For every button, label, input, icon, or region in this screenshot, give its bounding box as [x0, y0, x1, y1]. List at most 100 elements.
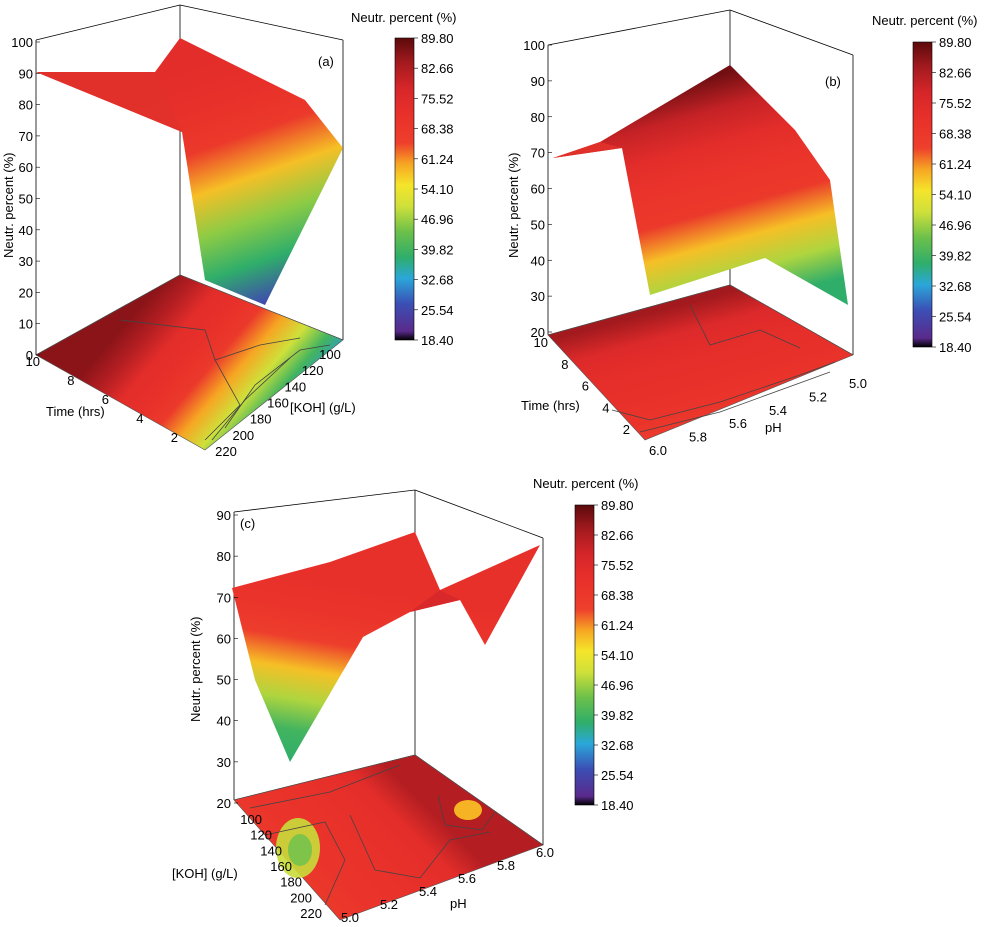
y-tick-label: 6.0 — [536, 845, 554, 860]
colorbar-tick-label: 89.80 — [939, 35, 972, 50]
y-tick-label: 5.4 — [419, 884, 437, 899]
colorbar-tick-label: 39.82 — [601, 708, 634, 723]
panel-c-label: (c) — [240, 516, 255, 531]
colorbar-tick-label: 61.24 — [601, 618, 634, 633]
panel-b-floor-contour — [547, 284, 854, 441]
panel-b-y-label: pH — [765, 420, 782, 435]
panel-a-x-ticks: 10 8 6 4 2 — [26, 354, 178, 445]
panel-a-x-label: Time (hrs) — [46, 404, 105, 419]
colorbar: Neutr. percent (%) 89.80 82.66 75.52 68.38 61… — [872, 13, 978, 355]
panel-c-x-label: [KOH] (g/L) — [172, 866, 238, 881]
colorbar-tick-label: 18.40 — [939, 340, 972, 355]
panel-a-surface-fold — [36, 72, 182, 132]
z-tick-label: 90 — [19, 66, 33, 81]
panel-a-floor-contour — [35, 274, 344, 451]
y-tick-label: 120 — [302, 363, 324, 378]
colorbar-tick-label: 75.52 — [421, 91, 454, 106]
z-tick-label: 20 — [531, 325, 545, 340]
panel-b-label: (b) — [825, 74, 841, 89]
y-tick-label: 5.6 — [458, 871, 476, 886]
x-tick-label: 10 — [534, 335, 548, 350]
x-tick-label: 10 — [26, 354, 40, 369]
panel-c-surface — [232, 532, 540, 762]
z-tick-label: 30 — [217, 755, 231, 770]
z-tick-label: 40 — [217, 714, 231, 729]
colorbar-tick-label: 68.38 — [939, 127, 972, 142]
panel-c-floor-contour-line — [437, 794, 496, 831]
x-tick-label: 100 — [240, 812, 262, 827]
colorbar-tick-label: 46.96 — [421, 212, 454, 227]
x-tick-label: 8 — [561, 357, 568, 372]
y-tick-label: 5.2 — [380, 897, 398, 912]
z-tick-label: 80 — [531, 110, 545, 125]
panel-a-z-label: Neutr. percent (%) — [1, 153, 16, 259]
z-tick-label: 30 — [19, 254, 33, 269]
colorbar-tick-label: 75.52 — [601, 558, 634, 573]
panel-a-z-ticks: 0 10 20 30 40 50 60 70 80 90 100 — [11, 35, 40, 363]
colorbar-tick-label: 89.80 — [421, 31, 454, 46]
colorbar-tick-label: 39.82 — [421, 242, 454, 257]
colorbar-tick-label: 46.96 — [601, 678, 634, 693]
panel-b-top-left-edge — [547, 9, 731, 46]
y-tick-label: 5.8 — [497, 858, 515, 873]
panel-b-y-ticks: 5.0 5.2 5.4 5.6 5.8 6.0 — [649, 376, 867, 458]
panel-c-z-ticks: 20 30 40 50 60 70 80 90 — [217, 508, 238, 811]
panel-c-floor-hotspot — [288, 834, 312, 866]
colorbar-bar — [912, 41, 933, 348]
z-tick-label: 20 — [19, 285, 33, 300]
z-tick-label: 50 — [531, 217, 545, 232]
z-tick-label: 40 — [531, 253, 545, 268]
colorbar-tick-label: 18.40 — [601, 798, 634, 813]
x-tick-label: 120 — [250, 828, 272, 843]
y-tick-label: 200 — [232, 428, 254, 443]
z-tick-label: 90 — [531, 74, 545, 89]
colorbar-title: Neutr. percent (%) — [351, 10, 457, 25]
z-tick-label: 40 — [19, 223, 33, 238]
z-tick-label: 90 — [217, 508, 231, 523]
y-tick-label: 140 — [284, 379, 306, 394]
panel-b-z-label: Neutr. percent (%) — [506, 153, 521, 259]
colorbar-tick-label: 25.54 — [421, 303, 454, 318]
colorbar-bar — [394, 37, 415, 341]
colorbar-tick-label: 82.66 — [421, 61, 454, 76]
z-tick-label: 100 — [523, 38, 545, 53]
colorbar-tick-label: 25.54 — [939, 310, 972, 325]
colorbar-title: Neutr. percent (%) — [872, 13, 978, 28]
y-tick-label: 5.2 — [809, 389, 827, 404]
x-tick-label: 140 — [260, 843, 282, 858]
colorbar-tick-label: 54.10 — [601, 648, 634, 663]
colorbar-tick-label: 18.40 — [421, 333, 454, 348]
z-tick-label: 50 — [217, 673, 231, 688]
panel-b-top-right-edge — [729, 9, 854, 56]
colorbar-tick-label: 32.68 — [601, 738, 634, 753]
z-tick-label: 70 — [217, 590, 231, 605]
colorbar-tick-label: 68.38 — [601, 588, 634, 603]
z-tick-label: 70 — [19, 129, 33, 144]
panel-b-surface — [553, 65, 848, 305]
panel-c-floor-contour-line — [349, 814, 491, 879]
colorbar-tick-label: 61.24 — [939, 157, 972, 172]
z-tick-label: 10 — [19, 317, 33, 332]
colorbar-tick-label: 82.66 — [939, 66, 972, 81]
y-tick-label: 160 — [267, 396, 289, 411]
panel-c-y-ticks: 5.0 5.2 5.4 5.6 5.8 6.0 — [341, 845, 554, 925]
colorbar-bar — [574, 504, 595, 806]
x-tick-label: 2 — [623, 422, 630, 437]
x-tick-label: 8 — [67, 373, 74, 388]
y-tick-label: 6.0 — [649, 443, 667, 458]
panel-c-floor-contour-line — [264, 821, 346, 906]
panel-a-top-right-edge — [179, 4, 344, 41]
colorbar-tick-label: 54.10 — [421, 182, 454, 197]
panel-c-surface-fold — [410, 590, 460, 612]
colorbar-tick-label: 89.80 — [601, 498, 634, 513]
panel-c-top-left-edge — [233, 489, 416, 513]
x-tick-label: 6 — [102, 392, 109, 407]
y-tick-label: 5.0 — [341, 910, 359, 925]
panel-c-floor-contour-line — [249, 764, 401, 809]
